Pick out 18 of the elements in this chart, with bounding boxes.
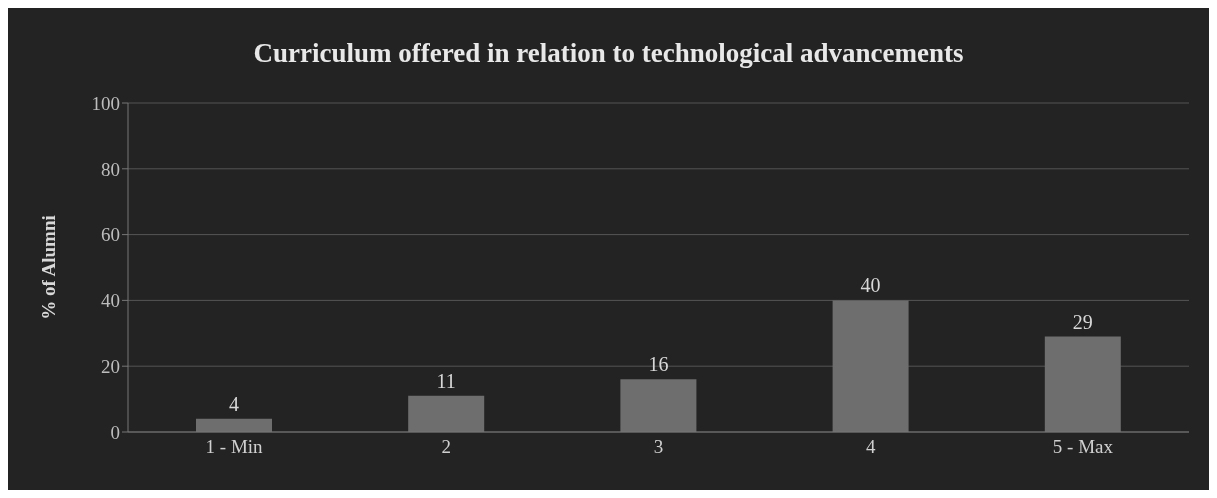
data-label: 16	[648, 353, 669, 376]
y-tick-label: 20	[101, 355, 120, 377]
y-tick-label: 60	[101, 224, 120, 246]
x-tick-label: 1 - Min	[205, 436, 264, 458]
data-label: 29	[1072, 310, 1093, 333]
x-tick-label: 5 - Max	[1052, 436, 1114, 458]
y-tick-label: 40	[101, 290, 120, 312]
chart-title: Curriculum offered in relation to technological advancements	[252, 38, 965, 69]
data-label: 4	[229, 392, 239, 415]
data-label: 40	[860, 274, 881, 297]
y-axis-title: % of Alumni	[37, 215, 59, 320]
x-tick-label: 4	[865, 436, 876, 458]
y-tick-label: 80	[101, 158, 120, 180]
data-label: 11	[436, 369, 456, 392]
x-tick-label: 2	[441, 436, 452, 458]
x-tick-label: 3	[653, 436, 664, 458]
y-tick-label: 0	[110, 421, 120, 443]
y-tick-label: 100	[91, 92, 120, 114]
